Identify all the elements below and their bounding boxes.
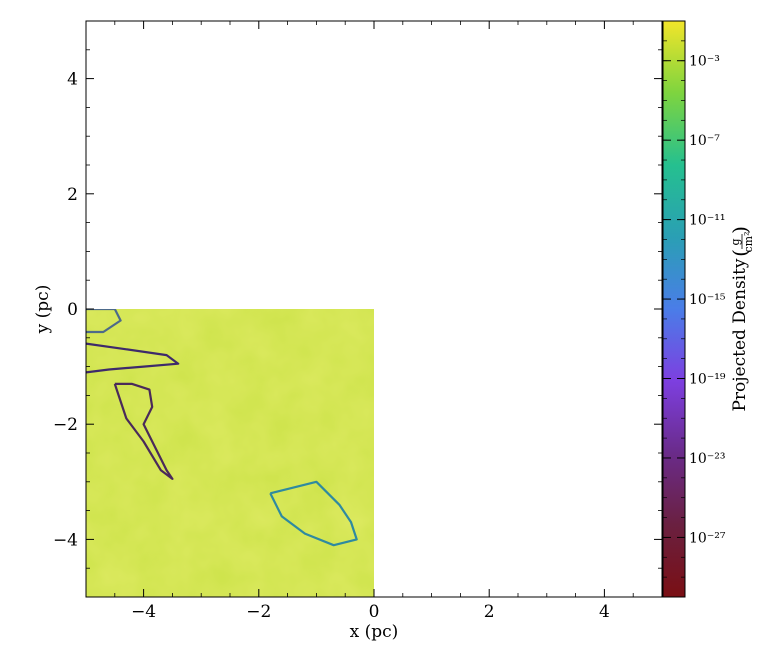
- density-contour-2: [113, 382, 174, 480]
- y-tick-label: 0: [67, 300, 78, 320]
- density-field-texture: [86, 309, 374, 597]
- density-contours: [86, 309, 358, 547]
- colorbar: [662, 20, 686, 598]
- x-tick-label: 2: [484, 602, 495, 622]
- y-tick-label: −4: [53, 530, 78, 550]
- x-tick-label: −4: [131, 602, 156, 622]
- y-tick-label: 4: [67, 70, 78, 90]
- colorbar-tick-label: 10⁻³: [689, 54, 720, 70]
- density-field: [86, 309, 374, 597]
- colorbar-tick-label: 10⁻⁷: [689, 133, 720, 149]
- x-axis-ticks: −4 −2 0 2 4: [85, 21, 663, 622]
- colorbar-ticks: 10⁻³ 10⁻⁷ 10⁻¹¹ 10⁻¹⁵ 10⁻¹⁹ 10⁻²³ 10⁻²⁷: [663, 20, 726, 598]
- x-tick-label: 4: [599, 602, 610, 622]
- colorbar-tick-label: 10⁻¹⁵: [689, 292, 726, 308]
- colorbar-unit-paren-left: (: [728, 249, 752, 257]
- x-axis-label: x (pc): [350, 622, 399, 642]
- y-axis-label: y (pc): [33, 285, 53, 335]
- y-tick-label: 2: [67, 185, 78, 205]
- colorbar-label-text: Projected Density: [730, 258, 750, 411]
- density-contour-3: [269, 480, 358, 547]
- density-contour-1: [86, 342, 180, 374]
- y-tick-label: −2: [53, 415, 78, 435]
- colorbar-tick-label: 10⁻¹¹: [689, 213, 725, 229]
- colorbar-tick-label: 10⁻¹⁹: [689, 372, 726, 388]
- colorbar-label: Projected Density g cm² ( ): [728, 226, 755, 411]
- x-tick-label: −2: [246, 602, 271, 622]
- colorbar-tick-label: 10⁻²³: [689, 451, 725, 467]
- colorbar-tick-label: 10⁻²⁷: [689, 530, 726, 546]
- colorbar-unit-paren-right: ): [728, 226, 752, 234]
- density-contour-4: [86, 309, 122, 334]
- colorbar-unit-numerator: g: [729, 238, 742, 245]
- y-axis-ticks: −4 −2 0 2 4: [53, 20, 662, 598]
- colorbar-unit-denominator: cm²: [742, 231, 755, 252]
- x-tick-label: 0: [369, 602, 380, 622]
